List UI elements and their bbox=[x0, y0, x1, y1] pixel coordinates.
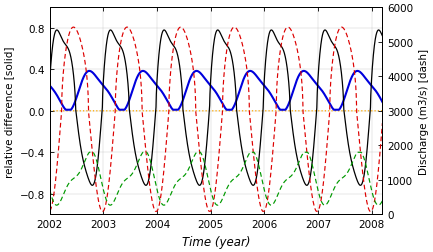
Y-axis label: Discharge (m3/s) [dash]: Discharge (m3/s) [dash] bbox=[419, 49, 429, 174]
Y-axis label: relative difference [solid]: relative difference [solid] bbox=[4, 46, 14, 177]
X-axis label: Time (year): Time (year) bbox=[182, 235, 250, 248]
